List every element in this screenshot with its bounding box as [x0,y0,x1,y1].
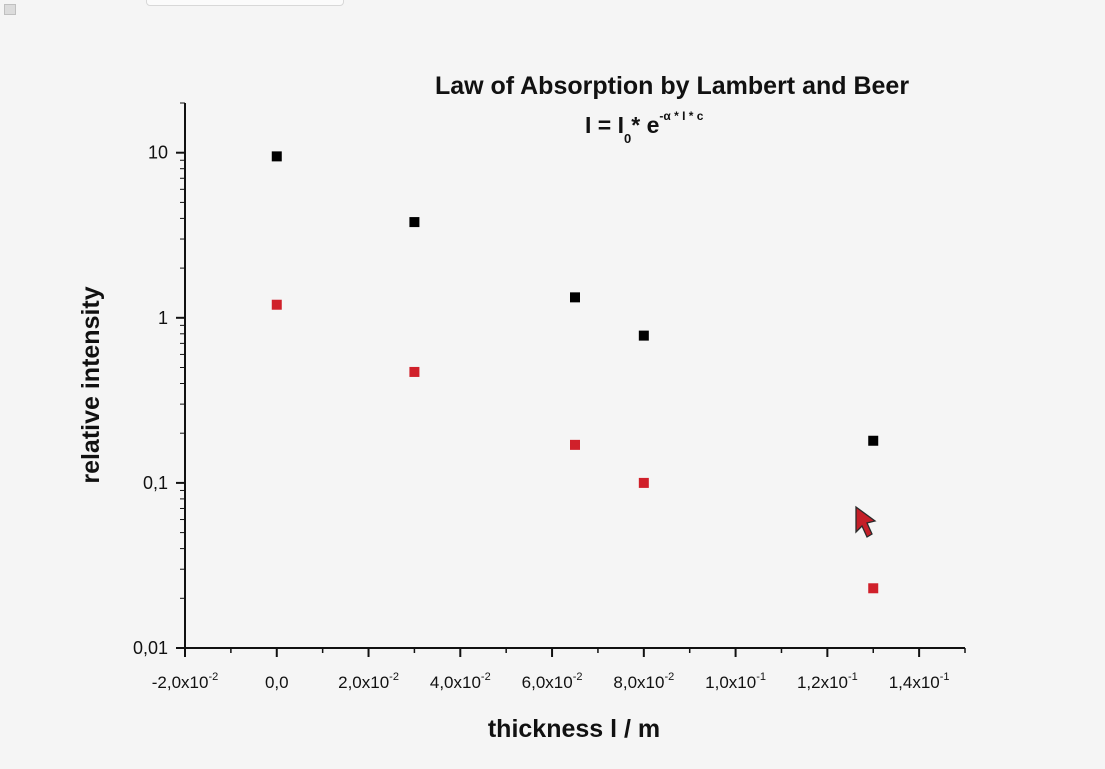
y-axis-label: relative intensity [77,286,105,483]
mouse-cursor-icon [855,505,877,538]
series-1-point [868,435,879,446]
subtitle-part-2: 0 [624,131,631,146]
x-tick-label: 1,2x10-1 [797,671,858,692]
axes [184,103,965,649]
series-1-point [271,151,282,162]
x-axis-label: thickness l / m [488,715,660,743]
x-tick-label: 1,0x10-1 [705,671,766,692]
data-points [271,151,879,594]
x-tick-label: 0,0 [265,673,289,692]
y-tick-label: 10 [148,143,168,163]
x-tick-label: 1,4x10-1 [889,671,950,692]
tick-marks [176,102,966,657]
series-1-point [638,330,649,341]
tick-labels: -2,0x10-2 0,0 2,0x10-2 4,0x10-2 6,0x10-2 8,0x… [133,143,950,692]
x-tick-label: 6,0x10-2 [522,671,583,692]
series-2-point [271,299,282,310]
y-tick-label: 0,1 [143,473,168,493]
subtitle-part-3: * e [631,112,659,138]
series-2-point [868,583,879,594]
series-2-point [570,439,580,450]
x-tick-label: 2,0x10-2 [338,671,399,692]
subtitle-part-1: I = I [585,112,624,138]
y-tick-label: 1 [158,308,168,328]
chart-subtitle: I = I0* e-α * I * c [585,109,704,146]
series-1-point [409,217,420,228]
y-tick-label: 0,01 [133,638,168,658]
window-corner-icon [4,4,16,15]
x-tick-label: 4,0x10-2 [430,671,491,692]
window-toolbar-fragment [146,0,344,6]
x-tick-label: -2,0x10-2 [152,671,218,692]
series-2-point [638,477,649,488]
chart-title: Law of Absorption by Lambert and Beer [435,72,909,100]
series-1-point [570,292,580,303]
x-tick-label: 8,0x10-2 [613,671,674,692]
series-2-point [409,366,420,377]
subtitle-part-4: -α * I * c [659,109,703,123]
